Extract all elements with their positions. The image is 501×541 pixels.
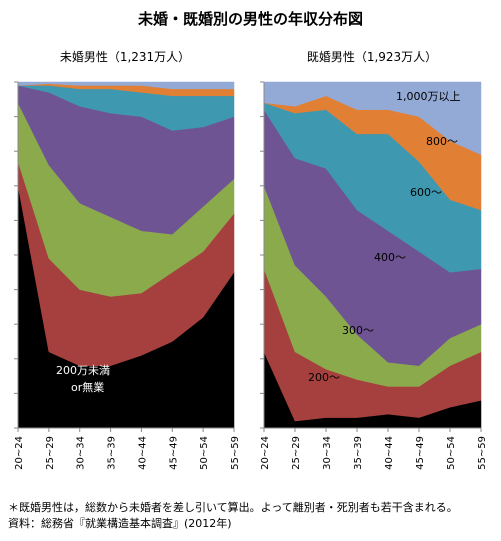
unmarried-x-tick-label: 45~49 <box>168 436 179 470</box>
married-chart: 20~24 25~29 30~34 35~39 40~44 45~49 50~54 55~59… <box>260 81 488 470</box>
unmarried-x-tick-label: 30~34 <box>76 436 87 470</box>
married-series-label: 600～ <box>410 186 442 199</box>
married-x-tick-label: 30~34 <box>322 436 333 470</box>
unmarried-x-tick-label: 50~54 <box>199 436 210 470</box>
married-series-label: 1,000万以上 <box>396 90 461 103</box>
married-x-tick-label: 45~49 <box>415 436 426 470</box>
source-note: 資料：総務省『就業構造基本調査』(2012年) <box>8 517 232 530</box>
unmarried-area-series-6 <box>17 81 235 90</box>
married-area-series-6 <box>263 81 482 156</box>
married-x-tick-label: 50~54 <box>446 436 457 470</box>
married-x-tick-label: 55~59 <box>477 436 488 470</box>
married-series-label: 800～ <box>426 135 458 148</box>
married-x-tick-label: 40~44 <box>384 436 395 470</box>
unmarried-x-tick-label: 40~44 <box>137 436 148 470</box>
footnote: ＊既婚男性は，総数から未婚者を差し引いて算出。よって離別者・死別者も若干含まれる… <box>8 501 458 514</box>
unmarried-x-tick-label: 25~29 <box>45 436 56 470</box>
unmarried-series-label: or無業 <box>71 380 104 394</box>
married-x-tick-label: 20~24 <box>260 436 271 470</box>
unmarried-x-tick-label: 55~59 <box>230 436 241 470</box>
married-series-label: 400～ <box>374 251 406 264</box>
left-chart-subtitle: 未婚男性（1,231万人） <box>59 50 191 64</box>
unmarried-x-tick-label: 35~39 <box>107 436 118 470</box>
unmarried-series-label: 200万未満 <box>56 364 110 377</box>
married-series-label: 300～ <box>342 324 374 337</box>
unmarried-x-tick-label: 20~24 <box>14 436 25 470</box>
married-x-tick-label: 35~39 <box>353 436 364 470</box>
chart-title: 未婚・既婚別の男性の年収分布図 <box>137 10 363 28</box>
married-series-label: 200～ <box>308 371 340 384</box>
unmarried-chart: 20~24 25~29 30~34 35~39 40~44 45~49 50~54 55~59… <box>14 81 241 470</box>
right-chart-subtitle: 既婚男性（1,923万人） <box>306 50 438 64</box>
married-x-tick-label: 25~29 <box>291 436 302 470</box>
